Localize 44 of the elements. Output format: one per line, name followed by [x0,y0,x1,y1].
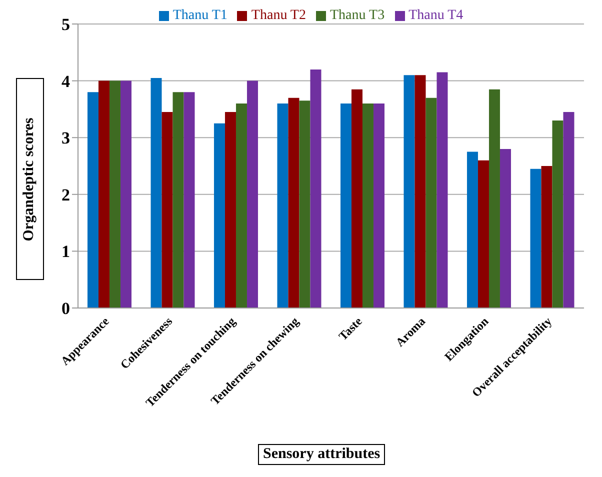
bar [478,160,489,308]
bar [98,80,110,308]
bar [224,112,236,308]
y-tick-label: 4 [62,72,70,91]
y-tick-label: 5 [62,15,70,34]
bar [436,72,448,308]
bar [340,104,352,308]
bar [172,92,184,308]
y-tick-label: 2 [62,185,70,204]
bar [362,104,374,308]
bar [404,75,415,308]
bar [214,123,225,308]
bar [162,112,173,308]
y-tick-label: 3 [62,128,70,148]
y-tick-label: 1 [62,242,70,262]
bar [109,80,120,308]
y-axis-title: Organdeptic scores [22,117,38,241]
legend-label: Thanu T4 [408,8,464,23]
bar [552,120,564,308]
bar [500,148,511,308]
bar [563,112,574,308]
bar [466,152,478,308]
bar [288,98,300,308]
bar [310,69,322,308]
bar [184,92,195,308]
bar [373,104,384,308]
bar [87,92,98,308]
x-axis-title: Sensory attributes [258,444,386,465]
bar [530,168,542,308]
bar [236,104,247,308]
legend-label: Thanu T3 [330,8,385,23]
bar [351,89,362,308]
bar [488,89,500,308]
legend-label: Thanu T2 [251,8,306,23]
bar [246,80,258,308]
bar [299,100,310,308]
bar [150,78,162,308]
legend-label: Thanu T1 [172,8,228,23]
bar [414,75,426,308]
bar [277,104,288,308]
bar [541,166,552,308]
bar [426,98,437,308]
bar [120,80,132,308]
y-tick-label: 0 [62,299,70,318]
